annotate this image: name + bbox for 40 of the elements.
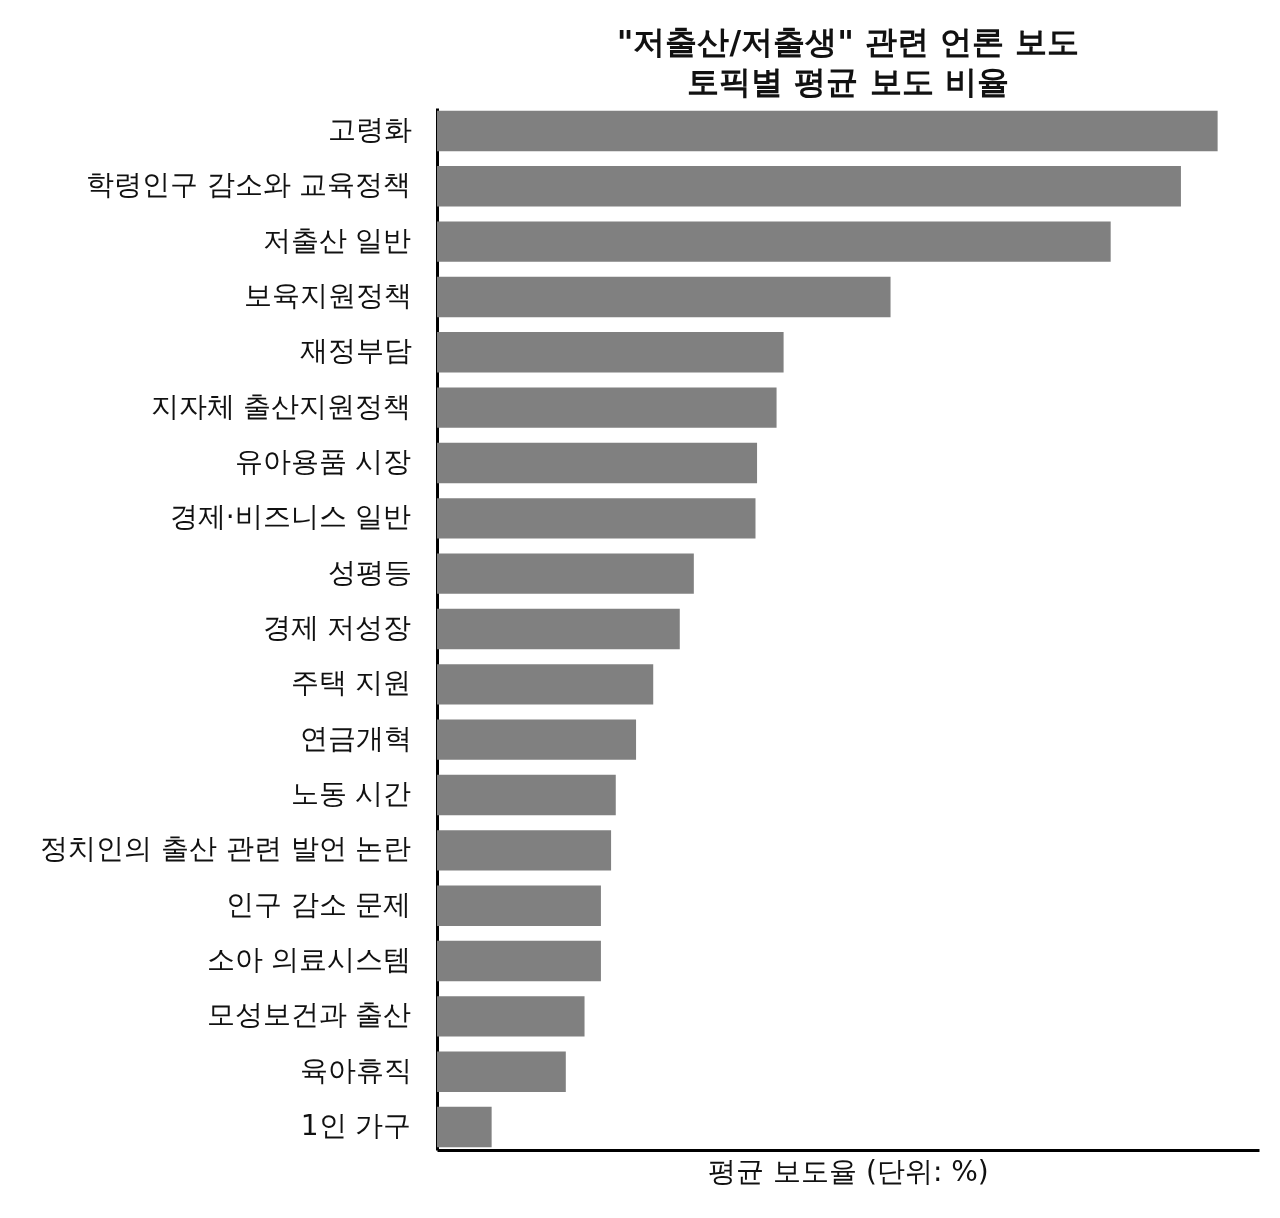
bar xyxy=(437,442,758,484)
y-tick-label: 고령화 xyxy=(327,112,412,146)
y-tick-label: 정치인의 출산 관련 발언 논란 xyxy=(39,832,412,866)
bar xyxy=(437,719,637,760)
y-tick-label: 지자체 출산지원정책 xyxy=(150,389,412,423)
bar xyxy=(437,996,585,1037)
bar xyxy=(437,1051,566,1092)
bar xyxy=(437,553,694,594)
y-tick-label: 육아휴직 xyxy=(299,1053,412,1087)
y-tick-label: 유아용품 시장 xyxy=(234,444,412,478)
bar xyxy=(437,166,1181,207)
bar xyxy=(437,774,616,816)
y-tick-label: 학령인구 감소와 교육정책 xyxy=(85,168,412,202)
y-tick-label: 인구 감소 문제 xyxy=(225,887,412,921)
bar xyxy=(437,885,601,926)
bar xyxy=(437,110,1218,152)
bar xyxy=(437,221,1111,262)
y-tick-label: 모성보건과 출산 xyxy=(206,998,412,1032)
y-tick-label: 경제 저성장 xyxy=(262,611,412,644)
y-tick-label: 경제·비즈니스 일반 xyxy=(169,500,412,534)
bar xyxy=(437,940,601,982)
x-axis-title: 평균 보도율 (단위: %) xyxy=(708,1154,989,1188)
y-tick-label: 저출산 일반 xyxy=(262,223,412,257)
bar xyxy=(437,276,891,318)
bar xyxy=(437,664,654,705)
y-tick-label: 노동 시간 xyxy=(290,777,412,811)
chart-title: "저출산/저출생" 관련 언론 보도 토픽별 평균 보도 비율 xyxy=(616,23,1080,101)
bar xyxy=(437,332,784,373)
bar xyxy=(437,830,612,871)
y-tick-label: 소아 의료시스템 xyxy=(206,943,412,977)
bar xyxy=(437,498,756,539)
y-tick-label: 보육지원정책 xyxy=(243,278,412,312)
y-tick-label: 연금개혁 xyxy=(299,721,412,755)
y-tick-label: 성평등 xyxy=(327,555,412,589)
y-tick-label: 재정부담 xyxy=(299,334,412,368)
bar xyxy=(437,608,680,650)
y-tick-label: 1인 가구 xyxy=(300,1109,412,1143)
y-tick-label: 주택 지원 xyxy=(290,666,412,700)
bar xyxy=(437,1106,492,1148)
bar xyxy=(437,387,777,428)
